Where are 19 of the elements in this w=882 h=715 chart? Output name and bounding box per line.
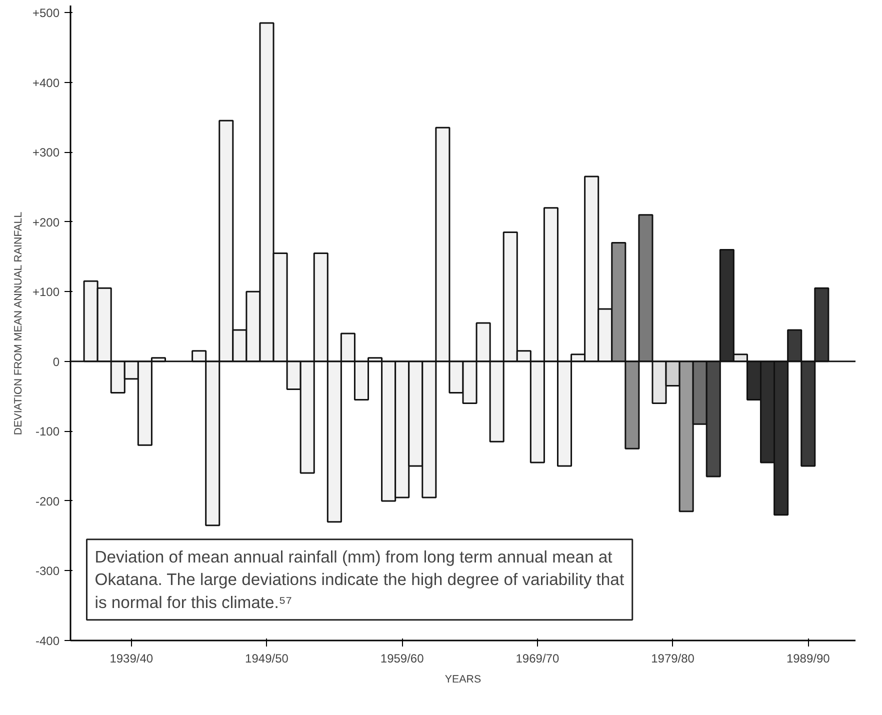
x-tick-label: 1949/50	[245, 652, 289, 666]
x-tick-label: 1939/40	[110, 652, 154, 666]
y-tick-label: 0	[52, 354, 60, 369]
y-tick-label: -200	[35, 494, 60, 508]
y-tick-label: +500	[32, 6, 60, 20]
y-tick-label: -400	[35, 634, 60, 648]
x-tick-label: 1969/70	[516, 652, 560, 666]
annotation: Deviation of mean annual rainfall (mm) from long term annual mean at Okatana. The large deviations indicate the high degree of variability that is normal for this climate.⁵⁷	[94, 547, 624, 612]
x-tick-label: 1979/80	[651, 652, 695, 666]
y-tick-label: -300	[35, 564, 60, 578]
y-tick-label: +400	[32, 76, 60, 90]
y-tick-label: -100	[35, 424, 60, 439]
x-axis-title: YEARS	[444, 674, 482, 686]
y-axis-title: DEVIATION FROM MEAN ANNUAL RAINFALL	[12, 212, 24, 436]
x-tick-label: 1989/90	[786, 652, 830, 666]
x-tick-label: 1959/60	[380, 652, 424, 666]
y-tick-label: +200	[32, 215, 60, 230]
y-tick-label: +300	[32, 146, 60, 160]
y-tick-label: +100	[32, 285, 60, 300]
